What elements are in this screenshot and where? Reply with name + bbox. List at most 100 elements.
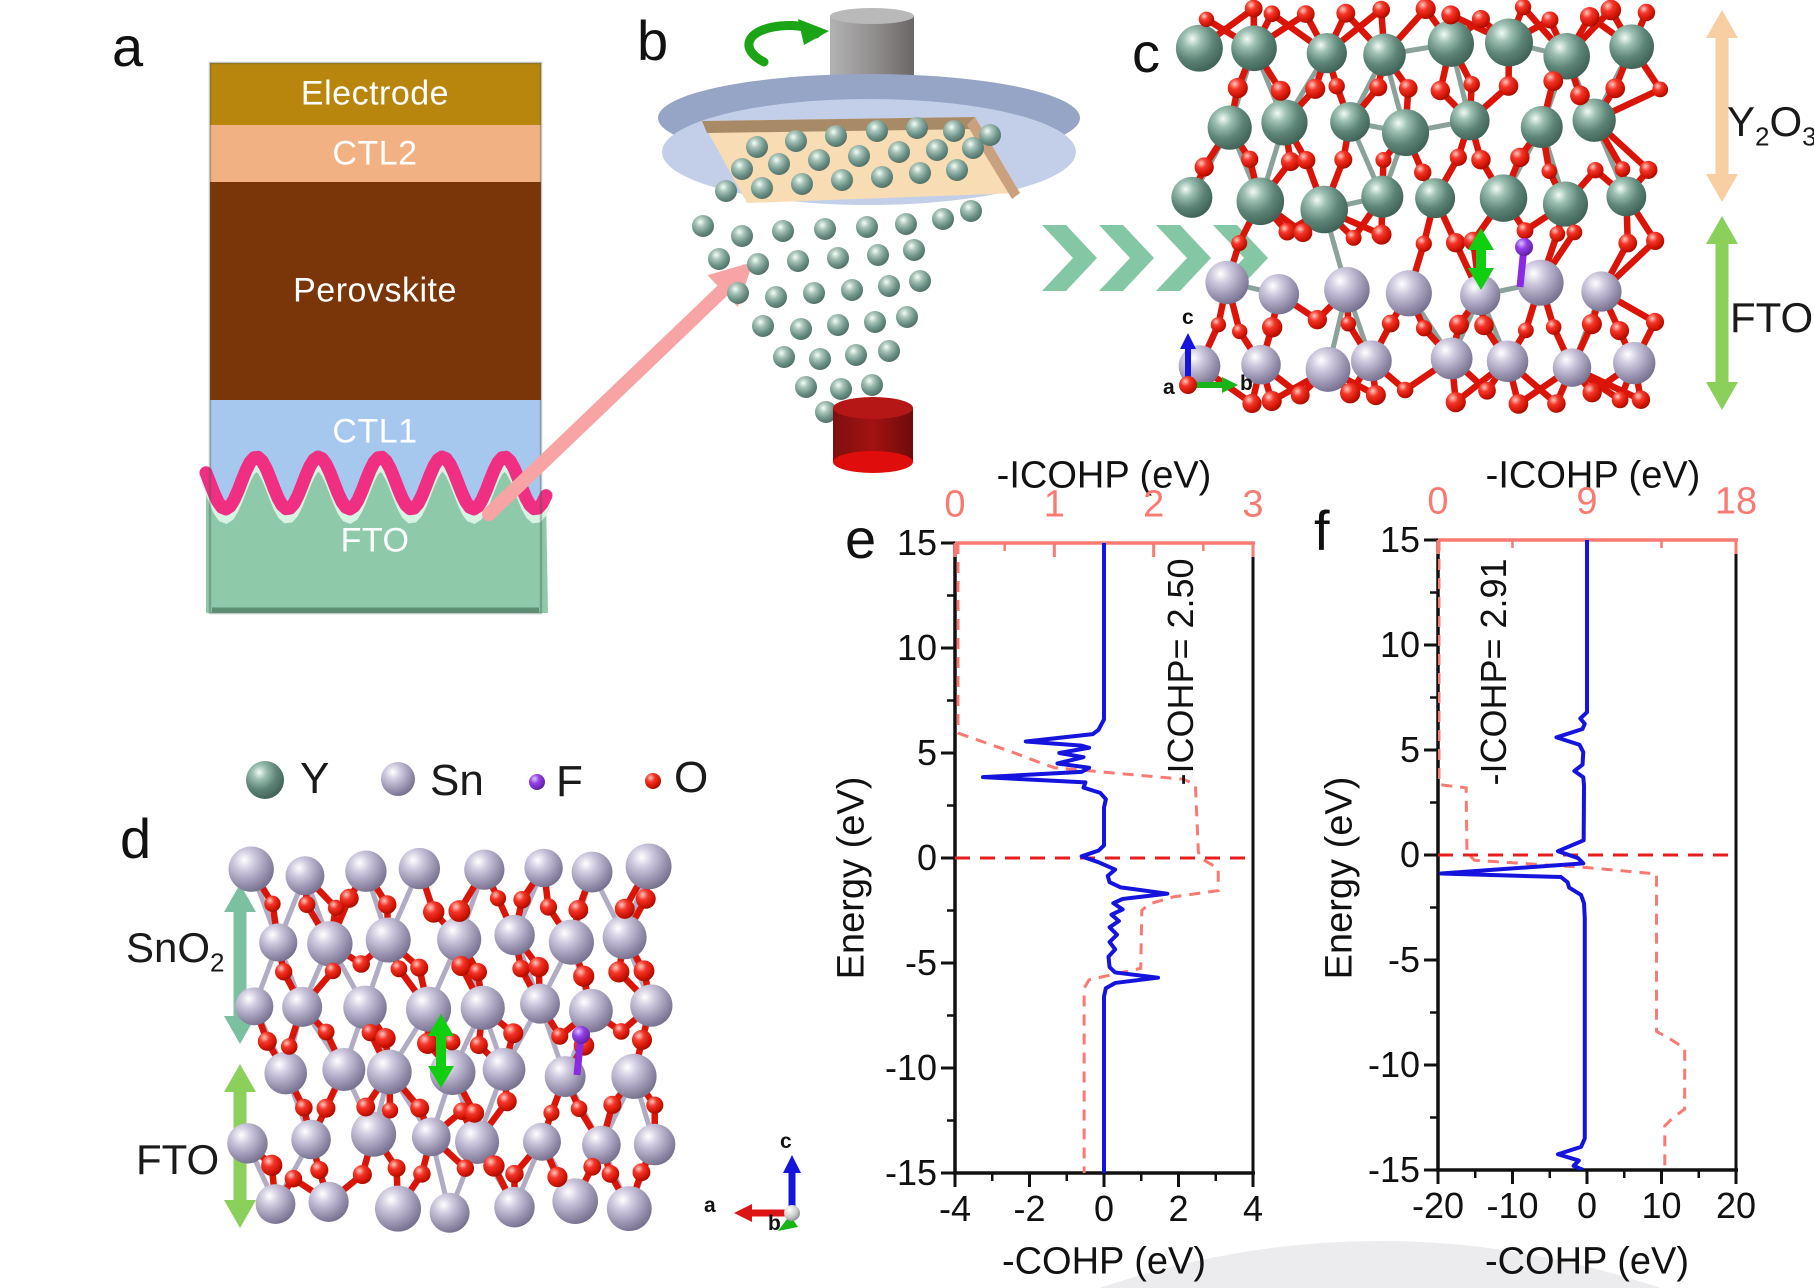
atom [522,1122,561,1161]
oxygen-atom [1334,150,1353,169]
oxygen-atom [1471,149,1491,170]
atom [455,1119,500,1164]
sputtered-atom [731,158,753,180]
sputtered-atom [830,378,852,400]
oxygen-atom [483,1155,505,1177]
oxygen-atom [513,890,531,909]
sputtered-atom [791,173,813,195]
oxygen-atom [646,1096,664,1114]
atom [625,843,672,890]
oxygen-atom [390,960,408,978]
atom [1231,25,1277,72]
sputtered-atom [814,218,836,240]
sputtered-atom [727,282,749,304]
sputtered-atom [848,145,870,167]
oxygen-atom [352,955,370,973]
cohp-curve [1438,540,1589,1170]
atom [437,917,482,962]
oxygen-atom [1582,383,1602,403]
chevron-right-icon [1156,225,1211,291]
atom [1552,348,1592,387]
y2o3-fto-lattice [1171,0,1669,414]
atom [259,923,298,962]
atom [464,849,505,890]
oxygen-atom [1517,322,1534,339]
oxygen-atom [1614,161,1631,177]
oxygen-atom [1296,5,1315,23]
atom [568,988,613,1033]
oxygen-atom [352,1165,372,1185]
electrode-layer [210,63,541,125]
oxygen-atom [1581,314,1602,335]
oxygen-atom [1541,163,1558,179]
oxygen-atom [1637,3,1656,22]
sputtered-atom [785,130,807,152]
atom [228,846,274,892]
oxygen-atom [317,1023,335,1041]
oxygen-atom [1227,77,1248,99]
oxygen-atom [1328,77,1345,95]
oxygen-atom [633,960,655,982]
atom [282,986,323,1027]
atom [1543,33,1590,80]
sputtered-atom [871,166,893,188]
sputtered-atom [790,318,812,340]
sputtered-atom [715,180,737,202]
oxygen-atom [1290,385,1310,405]
oxygen-atom [1415,235,1432,252]
oxygen-atom [1541,11,1559,29]
legend-sphere-f [529,774,545,790]
oxygen-atom [1231,323,1248,340]
sputtered-atom [878,340,900,362]
oxygen-atom [1549,226,1566,242]
oxygen-atom [1305,78,1326,99]
oxygen-atom [1372,0,1390,19]
sputtered-atom [841,279,863,301]
atom [1572,98,1616,142]
oxygen-atom [1448,314,1470,335]
oxygen-atom [280,1038,298,1055]
atom [548,919,594,965]
oxygen-atom [1198,11,1215,27]
oxygen-atom [310,1161,329,1180]
interface-arrow-d [428,1014,454,1088]
fluorine-atom-d [572,1026,590,1076]
sputter-target [833,397,913,473]
oxygen-atom [448,900,471,922]
atom [1236,177,1285,226]
oxygen-atom [284,1169,303,1188]
atom [1385,270,1432,317]
icohp-curve [956,543,1220,1173]
oxygen-atom [1631,390,1651,409]
sputtered-atom [979,124,1001,146]
atom [398,847,441,890]
oxygen-atom [573,965,595,987]
oxygen-atom [1543,71,1564,92]
atom [345,850,387,892]
oxygen-atom [1605,78,1626,99]
sputtered-atom [895,213,917,235]
atom [255,1184,296,1224]
atom [1205,260,1249,305]
atom [411,1117,451,1157]
oxygen-atom [1652,81,1669,98]
atom [1517,259,1564,306]
watermark-arc [1100,1241,1660,1288]
oxygen-atom [1514,0,1532,16]
rotation-shaft [830,16,914,76]
sputtered-atom [787,250,809,272]
chevron-right-icon [1099,225,1154,291]
sputtered-atom [809,348,831,370]
atom [552,1178,598,1224]
sputtered-atom [861,374,883,396]
sputtered-atom [903,239,925,261]
oxygen-atom [1242,393,1262,414]
atom [1300,185,1348,234]
oxygen-atom [1194,157,1214,177]
oxygen-atom [316,1098,336,1118]
oxygen-atom [1381,314,1400,333]
atom [1350,340,1392,382]
sputtered-atom [768,153,790,175]
oxygen-atom [601,1165,620,1183]
